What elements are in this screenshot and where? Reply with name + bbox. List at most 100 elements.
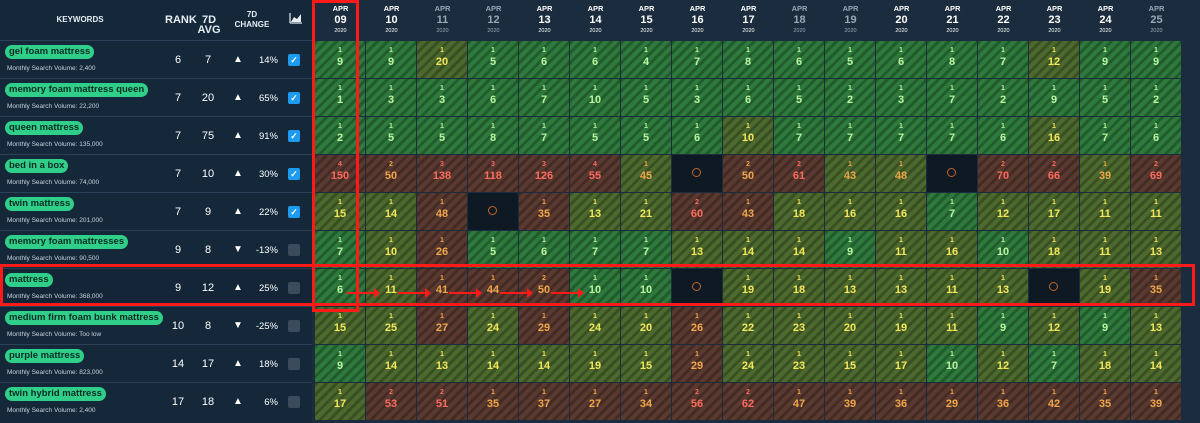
rank-cell[interactable]: 1 13	[417, 345, 467, 382]
date-header[interactable]: APR 19 2020	[825, 0, 876, 40]
keyword-row[interactable]: purple mattress Monthly Search Volume: 82…	[0, 344, 312, 382]
rank-cell[interactable]: 1 24	[570, 307, 620, 344]
rank-cell[interactable]: 1 19	[1080, 269, 1130, 306]
date-header[interactable]: APR 11 2020	[417, 0, 468, 40]
rank-cell[interactable]: 1 18	[1080, 345, 1130, 382]
chart-checkbox[interactable]: ✓	[288, 244, 300, 256]
rank-cell[interactable]: 1 16	[927, 231, 977, 268]
date-header[interactable]: APR 25 2020	[1131, 0, 1182, 40]
rank-cell[interactable]: 1 10	[366, 231, 416, 268]
keyword-row[interactable]: memory foam mattress queen Monthly Search…	[0, 78, 312, 116]
rank-cell[interactable]: 1 48	[417, 193, 467, 230]
rank-cell[interactable]: 1 18	[774, 193, 824, 230]
rank-cell[interactable]: 1 43	[825, 155, 875, 192]
rank-cell[interactable]: 2 66	[1029, 155, 1079, 192]
rank-cell[interactable]: 2 50	[366, 155, 416, 192]
keyword-tag[interactable]: twin mattress	[5, 197, 75, 211]
keyword-tag[interactable]: twin hybrid mattress	[5, 387, 106, 401]
chart-checkbox[interactable]: ✓	[288, 168, 300, 180]
rank-cell[interactable]: 1 14	[774, 231, 824, 268]
rank-cell[interactable]: 1 13	[570, 193, 620, 230]
rank-cell[interactable]: 1 14	[366, 345, 416, 382]
rank-cell[interactable]: 1 11	[927, 269, 977, 306]
rank-cell[interactable]: 1 13	[825, 269, 875, 306]
rank-cell[interactable]: 3 138	[417, 155, 467, 192]
rank-cell[interactable]: 2 51	[417, 383, 467, 420]
chart-checkbox[interactable]: ✓	[288, 130, 300, 142]
date-header[interactable]: APR 10 2020	[366, 0, 417, 40]
rank-cell[interactable]: 1 17	[1029, 193, 1079, 230]
rank-cell[interactable]: 1 42	[1029, 383, 1079, 420]
rank-cell[interactable]: 1 17	[315, 383, 365, 420]
rank-cell[interactable]: 1 14	[519, 345, 569, 382]
rank-cell[interactable]: 1 35	[1080, 383, 1130, 420]
rank-cell[interactable]: 2 56	[672, 383, 722, 420]
rank-cell[interactable]: 1 12	[1029, 307, 1079, 344]
rank-cell[interactable]: 1 15	[621, 345, 671, 382]
chart-icon[interactable]	[289, 12, 303, 24]
rank-cell[interactable]: 1 13	[978, 269, 1028, 306]
keyword-tag[interactable]: queen mattress	[5, 121, 84, 135]
keyword-row[interactable]: gel foam mattress Monthly Search Volume: …	[0, 40, 312, 78]
rank-cell[interactable]	[468, 193, 518, 230]
rank-cell[interactable]: 1 14	[723, 231, 773, 268]
rank-cell[interactable]: 1 26	[417, 231, 467, 268]
rank-cell[interactable]: 1 24	[468, 307, 518, 344]
rank-cell[interactable]: 2 70	[978, 155, 1028, 192]
keywords-header[interactable]: KEYWORDS	[56, 15, 104, 24]
rank-cell[interactable]: 1 19	[570, 345, 620, 382]
rank-cell[interactable]	[672, 155, 722, 192]
rank-cell[interactable]: 1 24	[723, 345, 773, 382]
rank-cell[interactable]: 1 18	[1029, 231, 1079, 268]
rank-cell[interactable]: 1 16	[825, 193, 875, 230]
rank-cell[interactable]: 1 12	[978, 345, 1028, 382]
rank-cell[interactable]: 1 11	[876, 231, 926, 268]
rank-cell[interactable]: 1 47	[774, 383, 824, 420]
rank-cell[interactable]: 1 16	[1029, 117, 1079, 154]
rank-cell[interactable]: 1 12	[1029, 41, 1079, 78]
rank-cell[interactable]: 1 29	[927, 383, 977, 420]
keyword-row[interactable]: mattress Monthly Search Volume: 368,000 9 1…	[0, 268, 312, 306]
rank-cell[interactable]: 2 62	[723, 383, 773, 420]
rank-cell[interactable]: 1 25	[366, 307, 416, 344]
chart-checkbox[interactable]: ✓	[288, 320, 300, 332]
rank-cell[interactable]: 1 11	[1080, 231, 1130, 268]
chart-checkbox[interactable]: ✓	[288, 54, 300, 66]
rank-cell[interactable]: 1 12	[978, 193, 1028, 230]
keyword-row[interactable]: twin hybrid mattress Monthly Search Volum…	[0, 382, 312, 420]
chart-checkbox[interactable]: ✓	[288, 206, 300, 218]
rank-cell[interactable]: 1 39	[1080, 155, 1130, 192]
chart-checkbox[interactable]: ✓	[288, 396, 300, 408]
keyword-row[interactable]: memory foam mattresses Monthly Search Vol…	[0, 230, 312, 268]
rank-cell[interactable]: 1 19	[723, 269, 773, 306]
date-header[interactable]: APR 17 2020	[723, 0, 774, 40]
rank-cell[interactable]	[927, 155, 977, 192]
rank-cell[interactable]: 1 35	[468, 383, 518, 420]
